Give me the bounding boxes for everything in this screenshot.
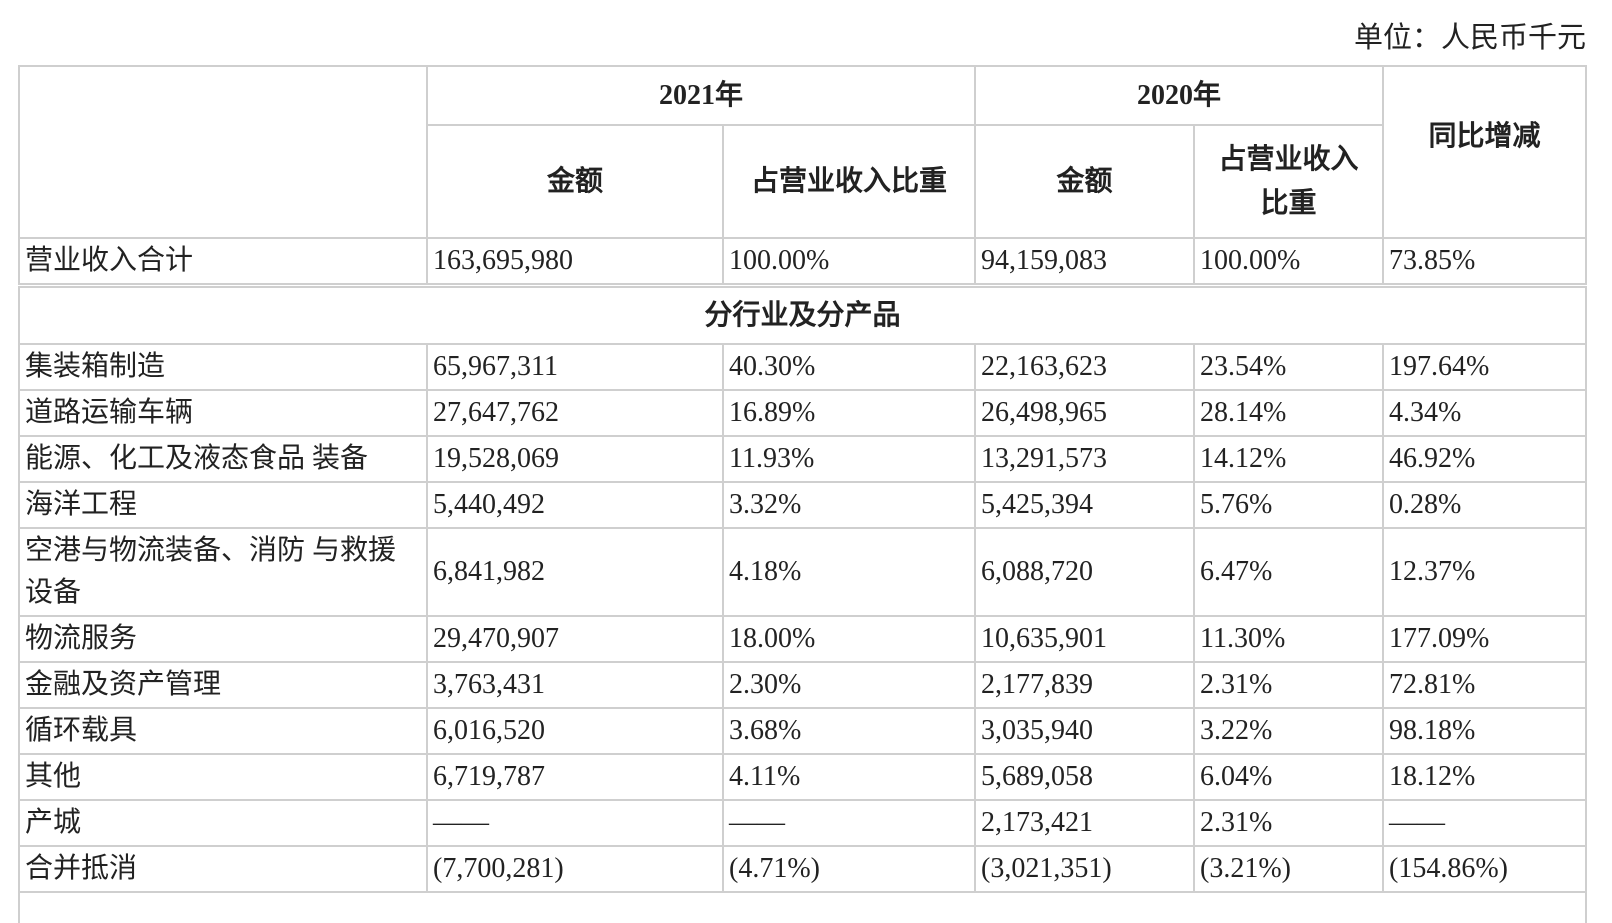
table-row: 物流服务 29,470,907 18.00% 10,635,901 11.30% 177.…: [18, 615, 1587, 663]
cell: 26,498,965: [974, 389, 1195, 437]
cell: 2,173,421: [974, 799, 1195, 847]
header-amount-2020: 金额: [974, 124, 1195, 239]
cell: 29,470,907: [426, 615, 724, 663]
cell: (3,021,351): [974, 845, 1195, 893]
row-label: 能源、化工及液态食品 装备: [18, 435, 428, 483]
table-row: 金融及资产管理 3,763,431 2.30% 2,177,839 2.31% 72.81…: [18, 661, 1587, 709]
row-label: 物流服务: [18, 615, 428, 663]
table-row: 空港与物流装备、消防 与救援设备 6,841,982 4.18% 6,088,720 6…: [18, 527, 1587, 617]
cell: 3,035,940: [974, 707, 1195, 755]
cell: 10,635,901: [974, 615, 1195, 663]
header-ratio-2021: 占营业收入比重: [722, 124, 976, 239]
unit-label: 单位：人民币千元: [1353, 22, 1586, 54]
header-2021: 2021年: [426, 65, 976, 126]
row-label: 空港与物流装备、消防 与救援设备: [18, 527, 428, 617]
cell: 4.11%: [722, 753, 976, 801]
cell: 6.04%: [1193, 753, 1384, 801]
table-row: 道路运输车辆 27,647,762 16.89% 26,498,965 28.14% 4.…: [18, 389, 1587, 437]
cell: 3.22%: [1193, 707, 1384, 755]
cell: 65,967,311: [426, 343, 724, 391]
cell: 197.64%: [1382, 343, 1587, 391]
cell: 4.18%: [722, 527, 976, 617]
table-row: 产城 —— —— 2,173,421 2.31% ——: [18, 799, 1587, 847]
cell: 18.12%: [1382, 753, 1587, 801]
row-label: 其他: [18, 753, 428, 801]
total-row: 营业收入合计 163,695,980 100.00% 94,159,083 10…: [18, 237, 1587, 288]
cell: 22,163,623: [974, 343, 1195, 391]
cell: 6,841,982: [426, 527, 724, 617]
cell: 73.85%: [1382, 237, 1587, 288]
row-label: 营业收入合计: [18, 237, 428, 288]
cell: 100.00%: [722, 237, 976, 288]
cell: 13,291,573: [974, 435, 1195, 483]
cell: 98.18%: [1382, 707, 1587, 755]
row-label: 集装箱制造: [18, 343, 428, 391]
header-amount-2021: 金额: [426, 124, 724, 239]
cell: 28.14%: [1193, 389, 1384, 437]
cell: 163,695,980: [426, 237, 724, 288]
table-row: 合并抵消 (7,700,281) (4.71%) (3,021,351) (3.21%)…: [18, 845, 1587, 893]
cell: 5,440,492: [426, 481, 724, 529]
table-row: 集装箱制造 65,967,311 40.30% 22,163,623 23.54% 197…: [18, 343, 1587, 391]
cell: (154.86%): [1382, 845, 1587, 893]
cell: 100.00%: [1193, 237, 1384, 288]
header-yoy: 同比增减: [1382, 65, 1587, 239]
row-label: 合并抵消: [18, 845, 428, 893]
revenue-table: 2021年 2020年 同比增减 金额 占营业收入比重 金额 占营业收入比重 营…: [18, 65, 1587, 923]
cell: ——: [426, 799, 724, 847]
cell: 2.30%: [722, 661, 976, 709]
cell: 6,016,520: [426, 707, 724, 755]
row-label: 金融及资产管理: [18, 661, 428, 709]
row-label: 海洋工程: [18, 481, 428, 529]
row-label: 产城: [18, 799, 428, 847]
next-row: [18, 891, 1587, 923]
table-row: 其他 6,719,787 4.11% 5,689,058 6.04% 18.12%: [18, 753, 1587, 801]
cell: 6,719,787: [426, 753, 724, 801]
cell: 40.30%: [722, 343, 976, 391]
cell: (3.21%): [1193, 845, 1384, 893]
cell: 12.37%: [1382, 527, 1587, 617]
cell: 3.32%: [722, 481, 976, 529]
cell: (4.71%): [722, 845, 976, 893]
cell: 46.92%: [1382, 435, 1587, 483]
cell: 3.68%: [722, 707, 976, 755]
cell: 18.00%: [722, 615, 976, 663]
cell: 94,159,083: [974, 237, 1195, 288]
cell: ——: [1382, 799, 1587, 847]
section-title: 分行业及分产品: [18, 284, 1587, 345]
cell: 11.30%: [1193, 615, 1384, 663]
cell: 2.31%: [1193, 661, 1384, 709]
row-label: 循环载具: [18, 707, 428, 755]
cell: 0.28%: [1382, 481, 1587, 529]
cell: 19,528,069: [426, 435, 724, 483]
cell: 6,088,720: [974, 527, 1195, 617]
table-row: 循环载具 6,016,520 3.68% 3,035,940 3.22% 98.18%: [18, 707, 1587, 755]
header-2020: 2020年: [974, 65, 1384, 126]
cell: 177.09%: [1382, 615, 1587, 663]
cell: 14.12%: [1193, 435, 1384, 483]
cell: ——: [722, 799, 976, 847]
row-label: 道路运输车辆: [18, 389, 428, 437]
table-row: 能源、化工及液态食品 装备 19,528,069 11.93% 13,291,573 1…: [18, 435, 1587, 483]
cell: 2.31%: [1193, 799, 1384, 847]
cell: 27,647,762: [426, 389, 724, 437]
cell: 4.34%: [1382, 389, 1587, 437]
cell: 11.93%: [722, 435, 976, 483]
cell: 5,425,394: [974, 481, 1195, 529]
cell: 3,763,431: [426, 661, 724, 709]
cell: 6.47%: [1193, 527, 1384, 617]
table-row: 海洋工程 5,440,492 3.32% 5,425,394 5.76% 0.28%: [18, 481, 1587, 529]
cell: 5,689,058: [974, 753, 1195, 801]
cell: 16.89%: [722, 389, 976, 437]
cell: 72.81%: [1382, 661, 1587, 709]
cell: 2,177,839: [974, 661, 1195, 709]
cell: 23.54%: [1193, 343, 1384, 391]
cell: 5.76%: [1193, 481, 1384, 529]
cell: (7,700,281): [426, 845, 724, 893]
header-ratio-2020: 占营业收入比重: [1193, 124, 1384, 239]
header-blank: [18, 65, 428, 239]
